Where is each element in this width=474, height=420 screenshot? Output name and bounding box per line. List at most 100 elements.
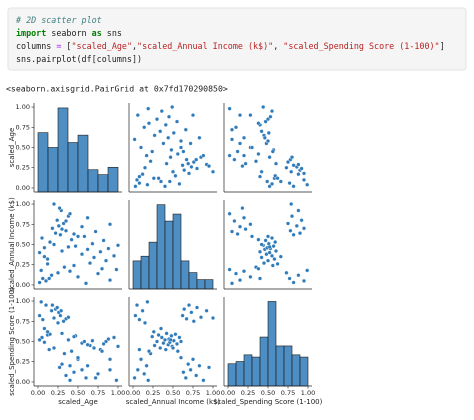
scatter-point (61, 319, 66, 324)
scatter-point (144, 153, 149, 158)
scatter-point (111, 335, 117, 340)
scatter-point (240, 164, 245, 169)
histogram-bar (140, 255, 150, 290)
scatter-point (67, 211, 73, 216)
scatter-point (47, 347, 52, 352)
scatter-point (278, 254, 283, 259)
histogram-bar (107, 166, 119, 193)
scatter-point (40, 276, 45, 281)
scatter-point (289, 169, 294, 174)
scatter-point (259, 242, 264, 247)
scatter-point (145, 299, 150, 304)
scatter-point (82, 339, 87, 344)
scatter-point (256, 237, 261, 242)
scatter-point (186, 161, 191, 166)
scatter-point (269, 253, 275, 258)
scatter-point (144, 363, 149, 368)
scatter-point (137, 347, 142, 352)
scatter-point (194, 373, 199, 378)
scatter-point (210, 169, 216, 174)
scatter-point (62, 351, 67, 356)
scatter-point (37, 280, 42, 285)
scatter-point (194, 157, 199, 162)
scatter-point (296, 208, 301, 213)
x-axis-label: scaled_Age (58, 398, 98, 406)
scatter-point (299, 166, 304, 171)
scatter-point (166, 114, 172, 119)
scatter-point (90, 338, 95, 343)
scatter-point (42, 340, 47, 345)
scatter-point (175, 349, 180, 354)
scatter-point (152, 133, 157, 138)
histogram-bar (251, 356, 261, 387)
y-tick-label: 0.75 (16, 220, 30, 228)
scatter-point (63, 228, 69, 233)
x-tick-label: 1.00 (111, 389, 125, 397)
scatter-point (156, 176, 161, 181)
x-tick-label: 0.25 (146, 389, 160, 397)
scatter-point (259, 169, 264, 174)
scatter-point (135, 367, 140, 372)
scatter-point (51, 201, 57, 207)
x-tick-label: 0.50 (71, 389, 85, 397)
scatter-point (69, 237, 74, 242)
scatter-point (170, 345, 176, 351)
code-token: sns.pairplot(df[columns]) (16, 54, 142, 64)
scatter-point (197, 135, 202, 140)
scatter-point (262, 135, 267, 140)
scatter-point (229, 137, 235, 142)
x-tick-label: 0.75 (186, 389, 200, 397)
scatter-point (79, 367, 85, 372)
scatter-point (241, 269, 247, 274)
scatter-point (249, 145, 255, 150)
histogram-bar (267, 301, 277, 387)
scatter-point (296, 162, 301, 167)
scatter-point (186, 302, 192, 308)
scatter-point (163, 347, 168, 352)
histogram-bar (259, 336, 269, 387)
scatter-point (49, 308, 54, 313)
scatter-point (241, 215, 247, 220)
scatter-point (101, 341, 106, 347)
scatter-point (166, 135, 171, 140)
scatter-point (39, 299, 44, 304)
scatter-point (183, 375, 188, 381)
scatter-point (299, 218, 304, 223)
scatter-point (173, 173, 178, 178)
scatter-point (146, 121, 152, 126)
scatter-point (106, 246, 111, 251)
scatter-point (79, 224, 85, 229)
scatter-point (284, 270, 289, 275)
histogram-bar (57, 107, 69, 193)
scatter-point (158, 129, 163, 134)
code-line: sns.pairplot(df[columns]) (16, 54, 142, 64)
scatter-point (241, 135, 247, 140)
scatter-point (75, 234, 81, 239)
scatter-point (133, 313, 138, 318)
scatter-point (142, 125, 147, 130)
scatter-point (138, 145, 144, 150)
scatter-point (132, 137, 137, 142)
scatter-point (248, 274, 253, 279)
code-token: "scaled_Age" (71, 41, 132, 51)
scatter-point (201, 378, 206, 383)
scatter-point (55, 218, 60, 223)
scatter-point (256, 121, 261, 126)
scatter-point (256, 151, 261, 157)
y-tick-label: 0.50 (16, 338, 30, 346)
scatter-point (232, 157, 237, 162)
scatter-point (37, 313, 42, 318)
scatter-point (197, 363, 202, 368)
code-token: # 2D scatter plot (15, 15, 102, 25)
scatter-point (188, 141, 193, 146)
scatter-point (51, 315, 57, 321)
x-axis-label: scaled_Spending Score (1-100) (214, 398, 323, 406)
scatter-point (263, 119, 268, 124)
scatter-point (159, 108, 164, 114)
scatter-point (71, 334, 77, 339)
scatter-point (164, 161, 169, 166)
scatter-point (161, 141, 166, 146)
scatter-point (182, 307, 187, 312)
scatter-point (177, 181, 182, 187)
